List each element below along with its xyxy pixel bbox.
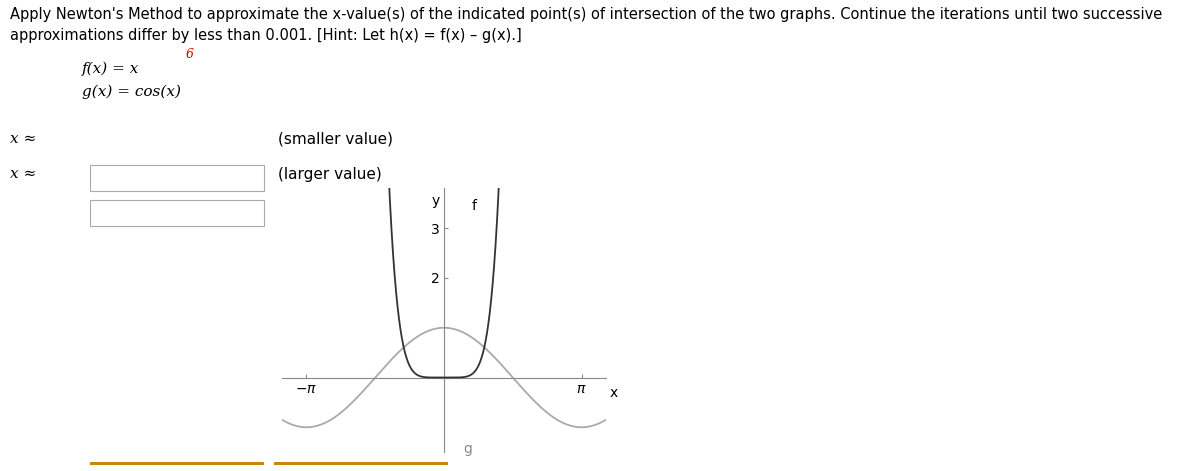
- Text: 6: 6: [186, 48, 193, 61]
- Bar: [274, 462, 448, 465]
- Text: f: f: [472, 199, 476, 213]
- Text: (larger value): (larger value): [278, 167, 382, 182]
- Text: x ≈: x ≈: [10, 167, 36, 181]
- FancyBboxPatch shape: [90, 200, 264, 226]
- Bar: [90, 462, 264, 465]
- Text: g: g: [463, 442, 473, 456]
- Text: y: y: [432, 194, 440, 208]
- Text: g(x) = cos(x): g(x) = cos(x): [82, 85, 181, 99]
- Text: x: x: [610, 387, 618, 400]
- Text: approximations differ by less than 0.001. [Hint: Let h(x) = f(x) – g(x).]: approximations differ by less than 0.001…: [10, 28, 521, 43]
- Text: x ≈: x ≈: [10, 132, 36, 146]
- Text: (smaller value): (smaller value): [278, 132, 394, 147]
- Text: Apply Newton's Method to approximate the x-value(s) of the indicated point(s) of: Apply Newton's Method to approximate the…: [10, 7, 1162, 22]
- Text: f(x) = x: f(x) = x: [82, 61, 139, 76]
- FancyBboxPatch shape: [90, 165, 264, 191]
